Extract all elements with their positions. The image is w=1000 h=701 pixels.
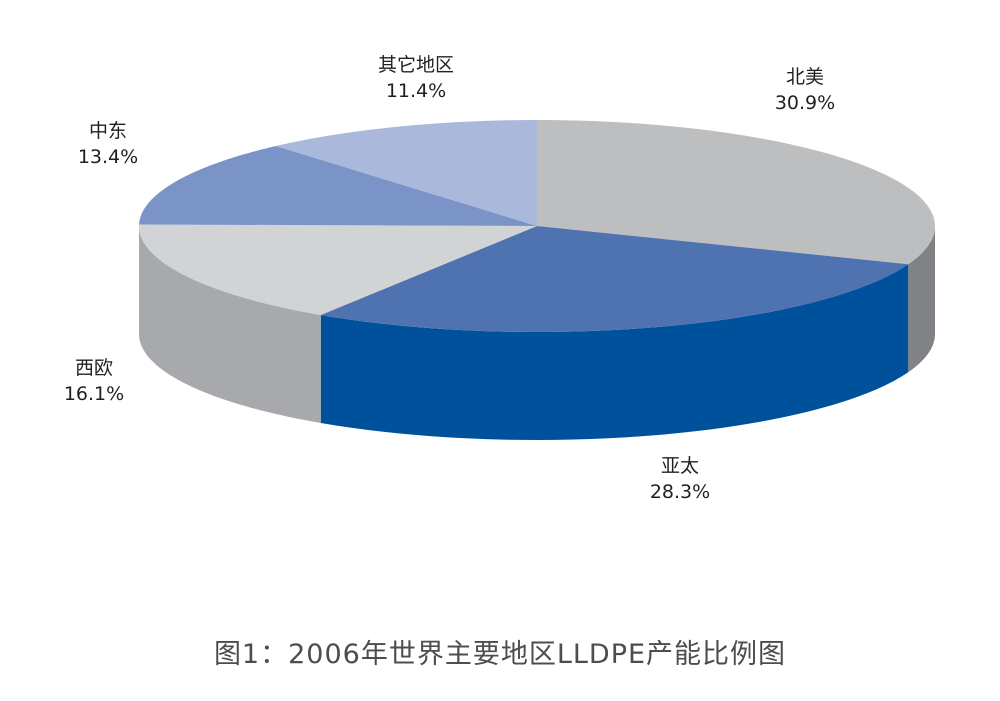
- pie-side-2: [139, 226, 321, 423]
- chart-title: 图1：2006年世界主要地区LLDPE产能比例图: [213, 639, 787, 670]
- pie-slice-4: [275, 120, 537, 226]
- pie-slice-1: [320, 226, 909, 332]
- label-north-america: 北美 30.9%: [774, 66, 836, 114]
- pie-side-0: [908, 226, 935, 373]
- label-western-europe: 西欧 16.1%: [63, 357, 125, 405]
- pie-slice-0: [537, 120, 935, 265]
- pie-slice-3: [139, 145, 538, 226]
- pie-side-1: [320, 264, 909, 440]
- label-middle-east: 中东 13.4%: [77, 120, 139, 168]
- label-other-regions: 其它地区 11.4%: [377, 54, 454, 102]
- pie-slice-2: [139, 224, 537, 315]
- label-asia-pacific: 亚太 28.3%: [649, 455, 711, 503]
